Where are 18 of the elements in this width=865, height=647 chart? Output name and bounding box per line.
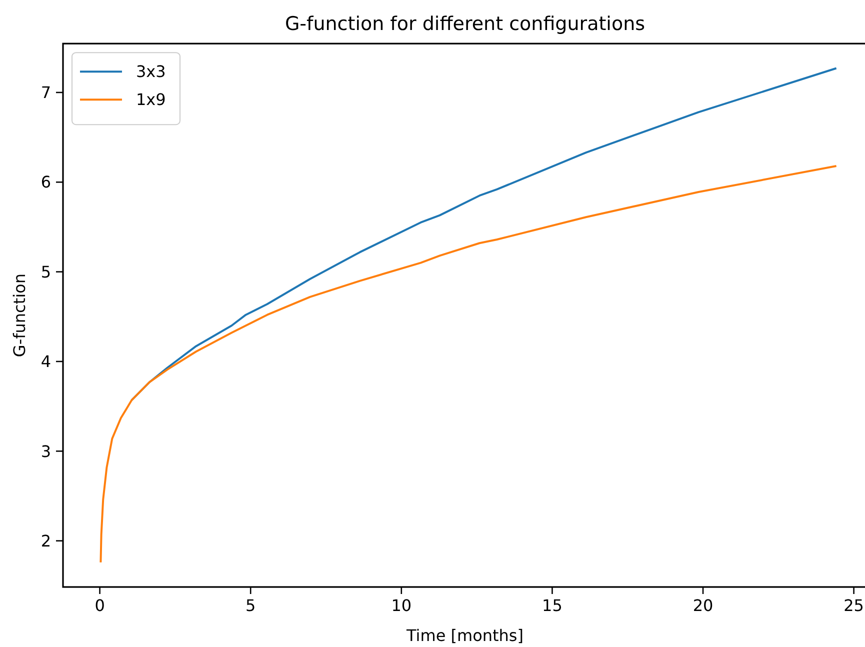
y-axis-title: G-function — [10, 274, 29, 358]
x-axis-title: Time [months] — [406, 626, 524, 645]
y-tick-label: 3 — [40, 442, 51, 461]
y-tick-label: 7 — [40, 83, 51, 102]
legend-label: 1x9 — [136, 90, 166, 110]
y-tick-label: 5 — [40, 262, 51, 282]
x-tick-label: 10 — [391, 596, 412, 615]
x-tick-label: 5 — [246, 596, 256, 615]
y-tick-label: 6 — [40, 172, 51, 192]
chart-title: G-function for different configurations — [284, 13, 646, 35]
line-series — [100, 165, 838, 564]
legend-label: 3x3 — [136, 62, 166, 82]
x-tick-label: 0 — [94, 596, 105, 615]
y-tick-label: 4 — [40, 352, 51, 372]
y-tick-label: 2 — [40, 531, 51, 550]
x-tick-label: 15 — [542, 596, 562, 615]
x-tick-label: 25 — [844, 596, 864, 615]
x-tick-label: 20 — [692, 596, 714, 615]
